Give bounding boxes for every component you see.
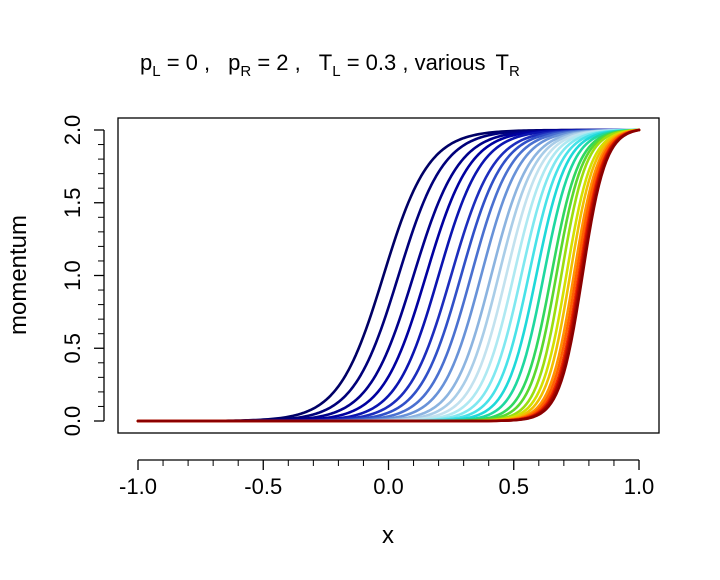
plot-frame (117, 117, 660, 434)
x-tick-label: 0.5 (498, 474, 529, 499)
y-tick-label: 0.5 (60, 333, 85, 364)
curve-series-28 (136, 128, 641, 423)
y-tick-label: 1.0 (60, 260, 85, 291)
y-tick-label: 0.0 (60, 406, 85, 437)
x-tick-label: 0.0 (373, 474, 404, 499)
y-tick-label: 1.5 (60, 187, 85, 218)
x-axis: -1.0 -0.5 0.0 0.5 1.0 (119, 459, 655, 499)
y-axis: 0.0 0.5 1.0 1.5 2.0 (60, 115, 105, 437)
x-axis-label: x (382, 522, 394, 549)
x-tick-label: -1.0 (119, 474, 157, 499)
y-tick-label: 2.0 (60, 115, 85, 146)
y-axis-label: momentum (5, 215, 32, 335)
chart-title: pL = 0 , pR = 2 , TL = 0.3 , various TR (140, 50, 520, 80)
curve-series-group (136, 128, 641, 423)
x-tick-label: -0.5 (244, 474, 282, 499)
x-tick-label: 1.0 (624, 474, 655, 499)
